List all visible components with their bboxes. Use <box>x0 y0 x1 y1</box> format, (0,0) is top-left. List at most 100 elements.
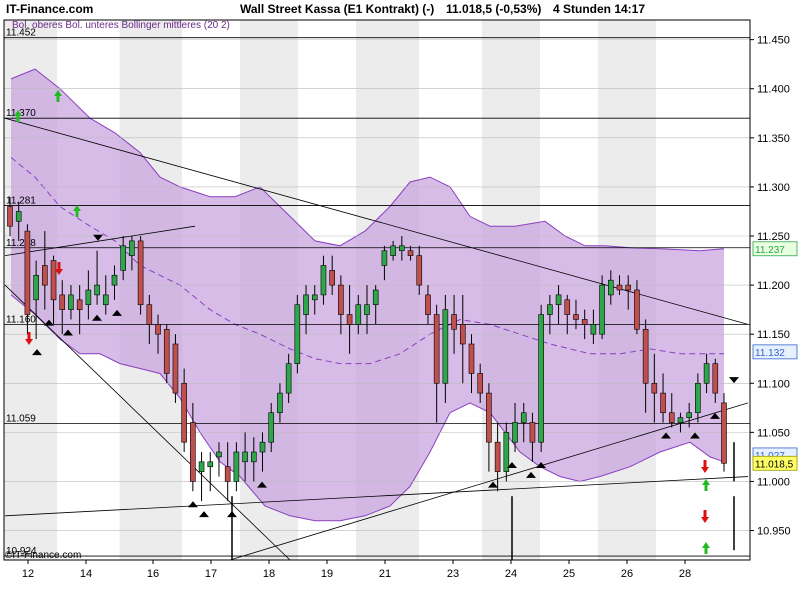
value-box-label: 11.018,5 <box>755 459 794 470</box>
bear-candle <box>224 466 231 482</box>
sell-signal-icon <box>729 377 739 384</box>
bull-candle <box>442 309 449 384</box>
buy-signal-icon <box>199 511 209 518</box>
x-tick-label: 23 <box>447 568 459 580</box>
buy-signal-icon <box>488 481 498 488</box>
buy-signal-icon <box>690 432 700 439</box>
y-tick-label: 11.300 <box>757 182 790 194</box>
green-arrow-up-icon-stem <box>56 96 60 102</box>
value-box <box>752 241 798 257</box>
bear-candle <box>451 314 457 330</box>
buy-signal-icon <box>526 471 536 478</box>
chart-header: IT-Finance.com Wall Street Kassa (E1 Kon… <box>0 0 800 18</box>
level-label: 11.370 <box>6 108 36 119</box>
bull-candle <box>355 304 362 325</box>
bull-candle <box>285 363 292 394</box>
y-tick-label: 11.250 <box>757 231 790 243</box>
y-tick-label: 11.150 <box>757 329 790 341</box>
value-box-label: 11.132 <box>755 348 785 359</box>
buy-signal-icon <box>536 462 546 468</box>
buy-signal-icon <box>63 329 73 336</box>
bear-candle <box>329 270 335 286</box>
bull-candle <box>590 324 597 335</box>
x-tick-label: 26 <box>621 568 633 580</box>
instrument-title: Wall Street Kassa (E1 Kontrakt) (-) <box>240 2 435 16</box>
bull-candle <box>15 211 22 222</box>
bear-candle <box>486 392 492 443</box>
bear-candle <box>634 289 640 330</box>
sell-signal-icon <box>93 234 103 241</box>
horizontal-levels: 11.452 11.370 11.281 11.238 11.160 11.059 10.9… <box>4 28 750 557</box>
bull-candle <box>311 294 318 301</box>
bollinger-middle-line <box>10 157 724 365</box>
bear-candle <box>477 373 483 394</box>
bear-candle <box>529 422 536 443</box>
y-tick-label: 11.100 <box>757 378 790 390</box>
bear-candle <box>346 314 353 325</box>
bull-candle <box>68 294 74 310</box>
red-arrow-down-icon-stem <box>57 262 61 269</box>
trend-line <box>4 284 291 561</box>
buy-signal-icon <box>112 309 122 316</box>
trend-line <box>4 225 196 257</box>
bull-candle <box>677 417 684 423</box>
bull-candle <box>320 265 327 296</box>
bull-candle <box>599 284 605 335</box>
value-box-label: 11.237 <box>755 245 785 256</box>
trend-line <box>4 476 749 517</box>
bull-candle <box>608 279 614 296</box>
bull-candle <box>216 451 222 458</box>
bear-candle <box>581 319 588 325</box>
x-tick-label: 12 <box>22 568 34 580</box>
level-label: 11.281 <box>6 196 36 207</box>
bull-candle <box>503 432 510 472</box>
bear-candle <box>573 314 579 320</box>
green-arrow-up-icon-stem <box>704 548 708 554</box>
bear-candle <box>651 382 658 394</box>
bull-candle <box>547 304 553 315</box>
bear-candle <box>146 304 153 325</box>
green-arrow-up-icon-stem <box>704 485 708 491</box>
bull-candle <box>538 314 544 443</box>
bull-candle <box>381 250 388 266</box>
level-label: 11.452 <box>6 28 36 39</box>
bull-candle <box>120 245 126 271</box>
x-tick-label: 19 <box>321 568 333 580</box>
bull-candle <box>364 304 370 315</box>
y-tick-label: 11.450 <box>757 35 790 47</box>
x-tick-label: 14 <box>80 568 92 580</box>
buy-signal-icon <box>32 349 42 356</box>
red-arrow-down-icon-stem <box>703 510 707 517</box>
bear-candle <box>76 299 83 310</box>
green-arrow-up-icon <box>73 205 81 211</box>
x-tick-label: 24 <box>505 568 517 580</box>
green-arrow-up-icon <box>702 542 710 548</box>
bear-candle <box>416 255 423 286</box>
bear-candle <box>721 402 727 464</box>
y-tick-label: 11.350 <box>757 133 790 145</box>
y-tick-label: 11.050 <box>757 427 790 439</box>
buy-signal-icon <box>92 314 102 321</box>
bull-candle <box>294 304 301 364</box>
red-arrow-down-icon <box>25 339 33 345</box>
bull-candle <box>686 412 692 418</box>
plot-frame <box>3 19 751 561</box>
bollinger-legend: Bol. oberes Bol. unteres Bollinger mittl… <box>12 20 230 31</box>
trend-line <box>229 402 749 561</box>
bear-candle <box>50 260 57 301</box>
bull-candle <box>259 441 266 453</box>
bear-candle <box>712 363 719 394</box>
buy-signal-icon <box>661 432 671 439</box>
green-arrow-up-icon <box>702 479 710 485</box>
bull-candle <box>129 240 135 256</box>
bull-candle <box>207 461 214 468</box>
bull-candle <box>33 274 39 301</box>
bear-candle <box>660 392 666 414</box>
red-arrow-down-icon <box>55 269 63 275</box>
buy-signal-icon <box>507 462 517 468</box>
red-arrow-down-icon-stem <box>27 332 31 339</box>
timeframe-label: 4 Stunden 14:17 <box>553 2 646 16</box>
level-label: 11.160 <box>6 314 36 325</box>
bear-candle <box>668 412 675 423</box>
